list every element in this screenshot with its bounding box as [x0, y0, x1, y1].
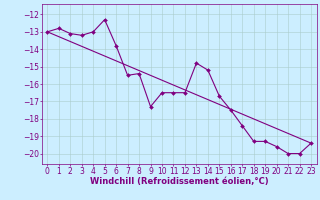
X-axis label: Windchill (Refroidissement éolien,°C): Windchill (Refroidissement éolien,°C) [90, 177, 268, 186]
